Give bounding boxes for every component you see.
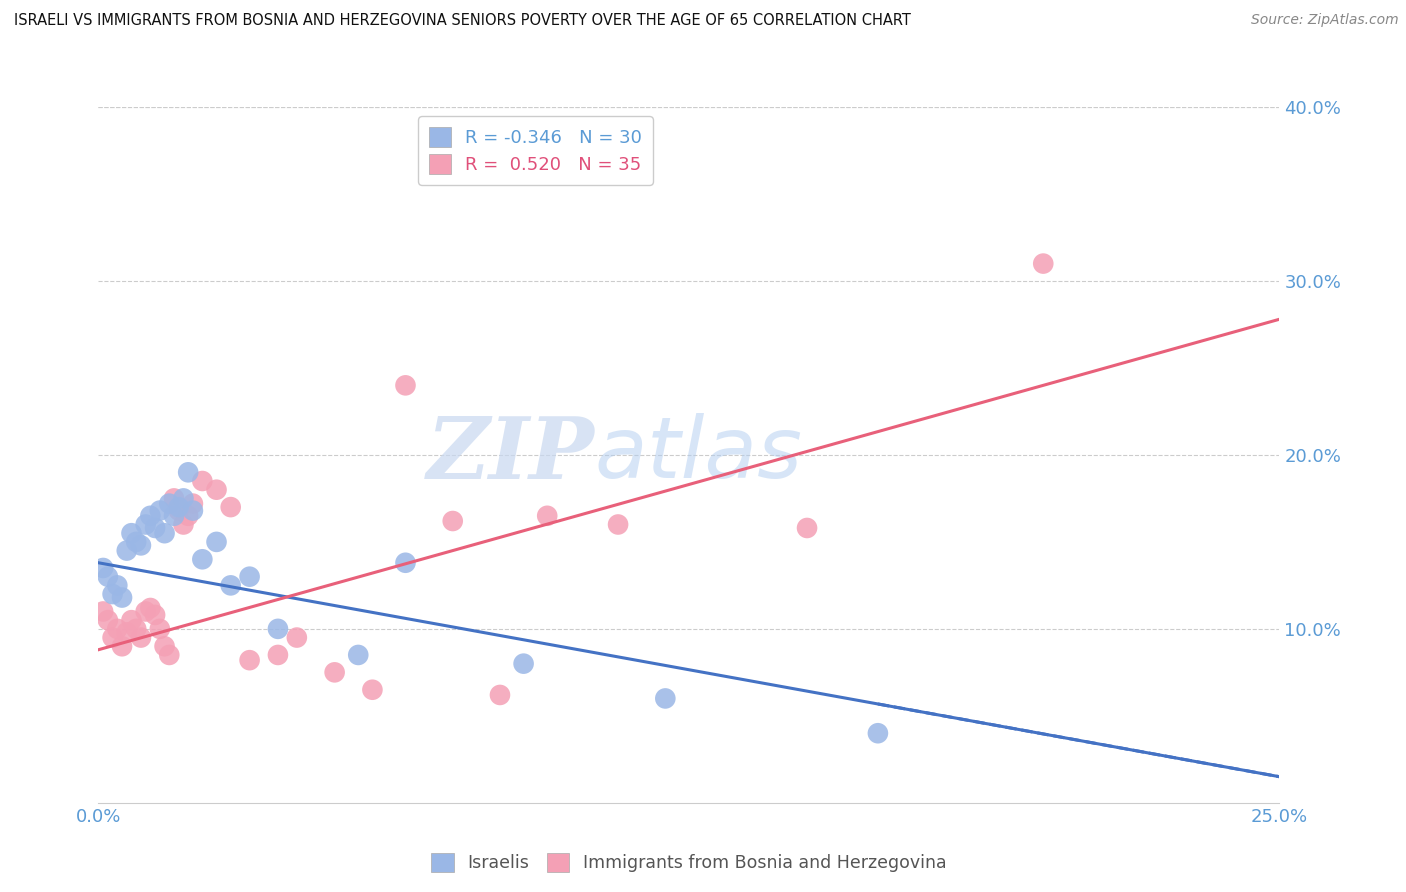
Point (115, 625, 138, 640)
Point (143, 607, 166, 622)
Point (181, 503, 204, 517)
Point (97, 570, 120, 584)
Point (239, 570, 262, 584)
Point (205, 483, 228, 497)
Point (536, 508, 558, 523)
Point (1032, 256, 1054, 270)
Point (163, 491, 186, 506)
Point (191, 552, 214, 566)
Point (111, 639, 134, 653)
Point (323, 665, 346, 680)
Point (149, 503, 172, 517)
Point (205, 534, 228, 549)
Point (157, 497, 180, 511)
Point (91, 561, 114, 575)
Point (347, 648, 370, 662)
Point (441, 514, 464, 528)
Point (105, 578, 128, 592)
Point (105, 622, 128, 636)
Point (149, 622, 172, 636)
Legend: Israelis, Immigrants from Bosnia and Herzegovina: Israelis, Immigrants from Bosnia and Her… (425, 846, 953, 879)
Point (129, 631, 152, 645)
Point (121, 526, 143, 541)
Point (101, 631, 124, 645)
Point (796, 521, 818, 535)
Legend: R = -0.346   N = 30, R =  0.520   N = 35: R = -0.346 N = 30, R = 0.520 N = 35 (418, 116, 652, 185)
Point (177, 508, 200, 523)
Point (157, 648, 180, 662)
Point (163, 508, 186, 523)
Point (512, 657, 534, 671)
Point (135, 605, 157, 619)
Point (129, 538, 152, 552)
Point (139, 601, 162, 615)
Point (394, 556, 416, 570)
Point (101, 587, 124, 601)
Point (139, 508, 162, 523)
Point (111, 591, 134, 605)
Point (654, 691, 676, 706)
Point (191, 474, 214, 488)
Point (115, 543, 138, 558)
Point (219, 578, 242, 592)
Point (177, 466, 200, 480)
Text: ZIP: ZIP (426, 413, 595, 497)
Point (489, 688, 512, 702)
Point (125, 622, 148, 636)
Point (267, 648, 290, 662)
Point (91, 605, 114, 619)
Point (607, 517, 630, 532)
Point (172, 517, 194, 532)
Point (285, 631, 308, 645)
Point (181, 497, 204, 511)
Point (361, 682, 384, 697)
Point (167, 500, 190, 514)
Point (394, 378, 416, 392)
Point (153, 639, 176, 653)
Text: atlas: atlas (595, 413, 803, 497)
Point (219, 500, 242, 514)
Point (97, 613, 120, 627)
Point (167, 503, 190, 517)
Point (267, 622, 290, 636)
Point (153, 526, 176, 541)
Text: Source: ZipAtlas.com: Source: ZipAtlas.com (1251, 13, 1399, 28)
Point (135, 517, 157, 532)
Text: ISRAELI VS IMMIGRANTS FROM BOSNIA AND HERZEGOVINA SENIORS POVERTY OVER THE AGE O: ISRAELI VS IMMIGRANTS FROM BOSNIA AND HE… (14, 13, 911, 29)
Point (239, 653, 262, 667)
Point (125, 534, 148, 549)
Point (866, 726, 889, 740)
Point (172, 491, 194, 506)
Point (121, 613, 143, 627)
Point (143, 521, 166, 535)
